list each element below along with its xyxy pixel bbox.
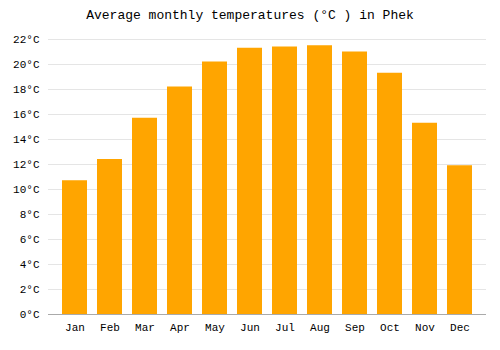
html-text:Average monthly temperatures (: Average monthly temperatures (°C ) in Ph… — [86, 8, 414, 23]
svg-text:8°C: 8°C — [20, 209, 40, 221]
svg-text:Apr: Apr — [170, 322, 190, 334]
svg-text:Nov: Nov — [415, 322, 435, 334]
svg-text:Jan: Jan — [65, 322, 85, 334]
svg-text:12°C: 12°C — [13, 159, 40, 171]
svg-text:Aug: Aug — [310, 322, 330, 334]
svg-text:2°C: 2°C — [20, 284, 40, 296]
svg-text:Mar: Mar — [135, 322, 155, 334]
svg-text:22°C: 22°C — [13, 34, 40, 46]
svg-text:20°C: 20°C — [13, 59, 40, 71]
svg-text:Dec: Dec — [450, 322, 470, 334]
svg-text:Oct: Oct — [380, 322, 400, 334]
svg-text:May: May — [205, 322, 225, 334]
svg-text:0°C: 0°C — [20, 309, 40, 321]
svg-text:4°C: 4°C — [20, 259, 40, 271]
svg-text:16°C: 16°C — [13, 109, 40, 121]
svg-text:Jul: Jul — [275, 322, 295, 334]
svg-text:Jun: Jun — [240, 322, 260, 334]
svg-text:6°C: 6°C — [20, 234, 40, 246]
svg-text:18°C: 18°C — [13, 84, 40, 96]
svg-text:14°C: 14°C — [13, 134, 40, 146]
svg-text:Feb: Feb — [100, 322, 120, 334]
svg-text:Sep: Sep — [345, 322, 365, 334]
svg-text:10°C: 10°C — [13, 184, 40, 196]
